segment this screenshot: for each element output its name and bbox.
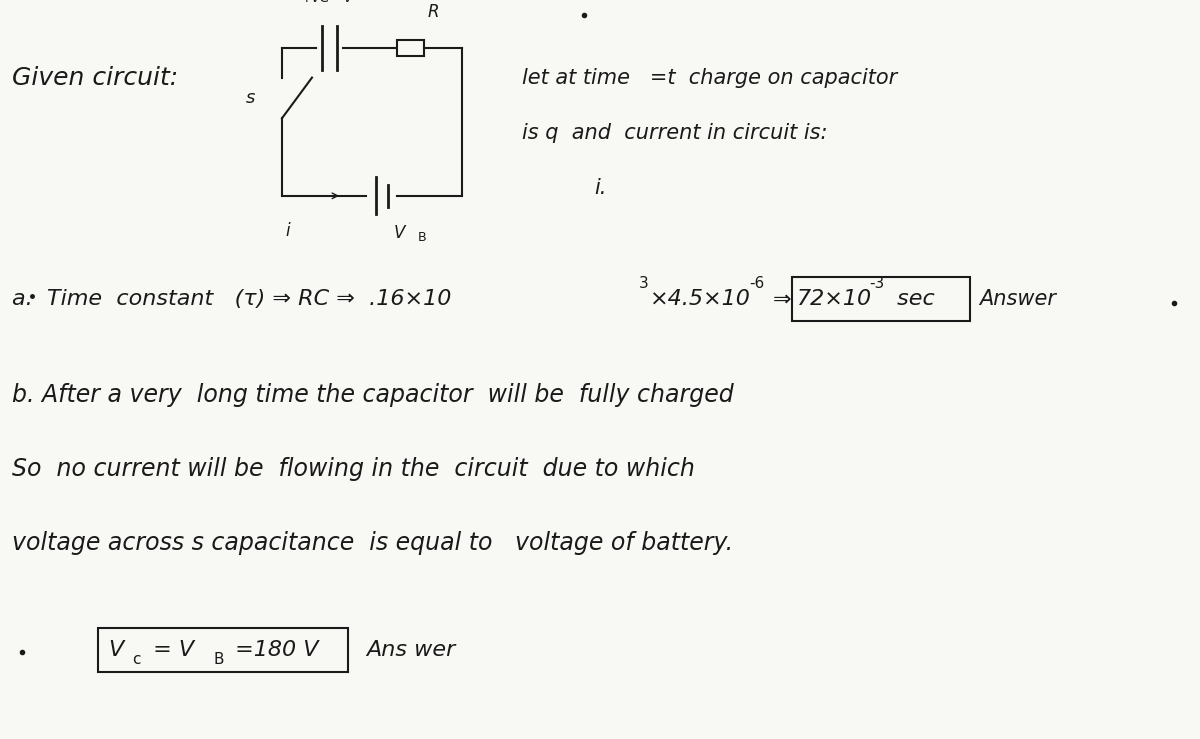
FancyBboxPatch shape <box>98 628 348 672</box>
Text: Answer: Answer <box>979 289 1056 310</box>
Text: R: R <box>427 4 439 21</box>
Text: +vC: +vC <box>301 0 330 5</box>
Text: sec: sec <box>890 289 935 310</box>
Text: -v: -v <box>340 0 353 5</box>
Text: = V: = V <box>146 640 194 661</box>
Text: s: s <box>246 89 256 107</box>
Text: V: V <box>394 224 404 242</box>
Bar <box>397 40 424 56</box>
Text: let at time   =t  charge on capacitor: let at time =t charge on capacitor <box>522 67 898 88</box>
Text: B: B <box>418 231 426 245</box>
Text: V: V <box>108 640 124 661</box>
Text: b. After a very  long time the capacitor  will be  fully charged: b. After a very long time the capacitor … <box>12 384 733 407</box>
Text: -6: -6 <box>749 276 764 290</box>
Text: i.: i. <box>594 178 606 199</box>
Text: 72×10: 72×10 <box>797 289 872 310</box>
Text: ⇒: ⇒ <box>773 289 792 310</box>
Text: c: c <box>132 653 140 667</box>
Text: voltage across s capacitance  is equal to   voltage of battery.: voltage across s capacitance is equal to… <box>12 531 733 555</box>
Text: =180 V: =180 V <box>228 640 318 661</box>
Text: Given circuit:: Given circuit: <box>12 66 178 89</box>
Text: i: i <box>286 222 290 239</box>
Text: is q  and  current in circuit is:: is q and current in circuit is: <box>522 123 828 143</box>
Text: 3: 3 <box>638 276 648 290</box>
Text: -3: -3 <box>869 276 884 290</box>
Text: ×4.5×10: ×4.5×10 <box>650 289 751 310</box>
Text: B: B <box>214 653 224 667</box>
Text: a.  Time  constant   (τ) ⇒ RC ⇒  .16×10: a. Time constant (τ) ⇒ RC ⇒ .16×10 <box>12 289 451 310</box>
FancyBboxPatch shape <box>792 277 970 321</box>
Text: So  no current will be  flowing in the  circuit  due to which: So no current will be flowing in the cir… <box>12 457 695 481</box>
Text: Ans wer: Ans wer <box>366 640 455 661</box>
